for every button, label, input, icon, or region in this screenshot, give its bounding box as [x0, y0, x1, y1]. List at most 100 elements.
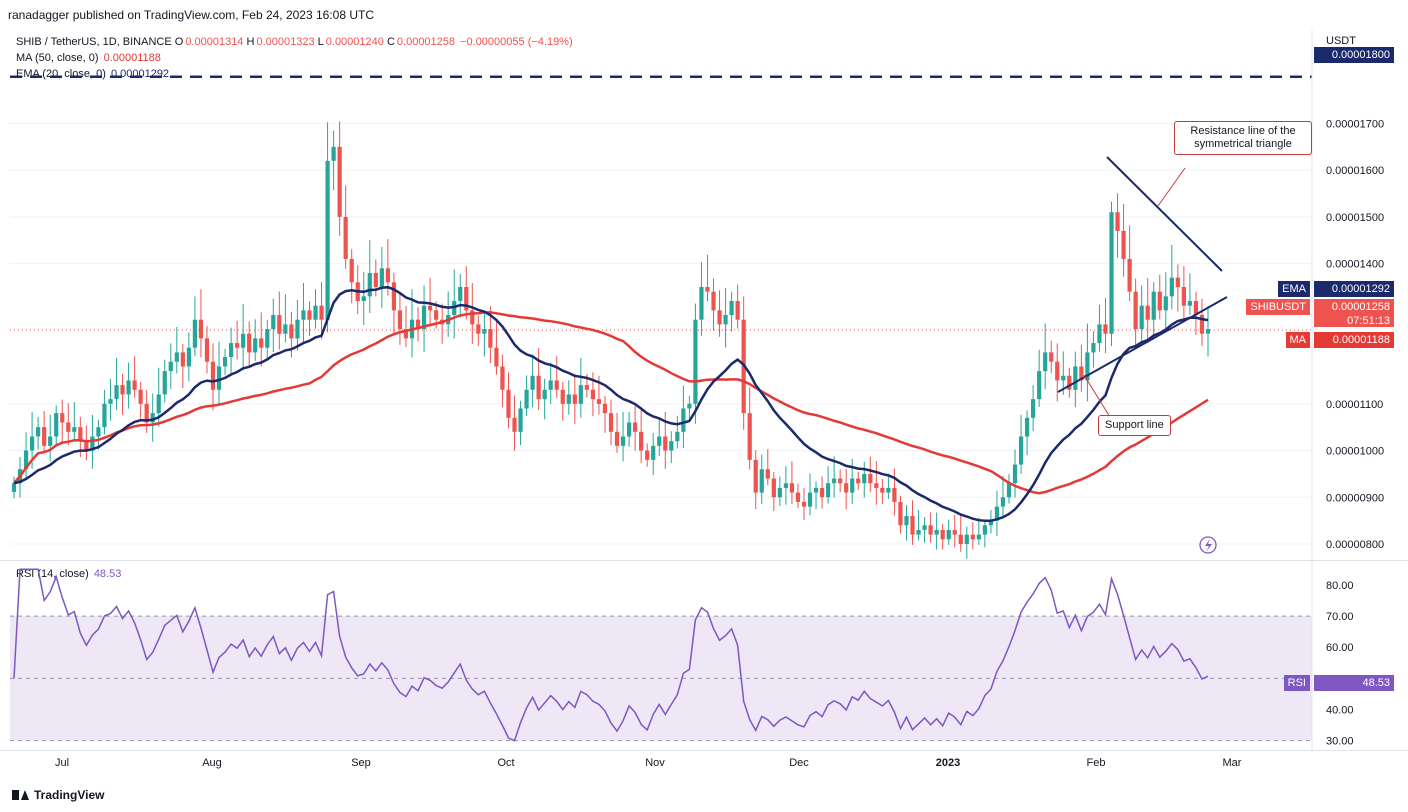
y-tick-label: 0.00000900 — [1326, 492, 1384, 504]
candle — [675, 415, 680, 449]
candle — [916, 510, 921, 541]
candle — [283, 294, 288, 343]
candle — [168, 343, 173, 390]
price-chart[interactable]: USDT 0.00001700 0.00001600 0.00001500 0.0000… — [0, 30, 1408, 560]
candle — [415, 307, 421, 342]
candle — [452, 269, 457, 339]
candle — [1121, 204, 1126, 277]
candle — [711, 278, 716, 331]
resistance-pointer — [1157, 167, 1186, 207]
ma-price-tag: MA 0.00001188 — [1285, 332, 1394, 348]
candle — [633, 406, 638, 451]
candle — [1157, 274, 1162, 320]
candle — [367, 240, 372, 314]
candle — [331, 130, 336, 191]
resistance-annotation: Resistance line of the symmetrical trian… — [1174, 121, 1312, 155]
candle — [349, 249, 354, 304]
candle — [868, 456, 873, 493]
candle — [506, 372, 511, 429]
close-value: 0.00001258 — [396, 36, 456, 48]
ema-tag-value: 0.00001292 — [1331, 283, 1390, 295]
candle — [235, 320, 240, 360]
rsi-legend: RSI (14, close) 48.53 — [16, 568, 121, 580]
candle — [608, 399, 614, 445]
candle — [42, 410, 47, 453]
candle — [48, 414, 53, 462]
candle — [102, 389, 107, 435]
candle — [940, 524, 945, 550]
rsi-chart[interactable]: 80.00 70.00 60.00 40.00 30.00 — [0, 560, 1408, 750]
candle — [241, 303, 246, 370]
candle — [681, 385, 686, 448]
candle — [572, 374, 577, 424]
candle — [892, 468, 897, 516]
candle — [777, 476, 782, 507]
candle — [476, 315, 481, 346]
candle — [578, 357, 583, 418]
candle — [397, 293, 403, 345]
candle — [934, 512, 939, 550]
candle — [361, 272, 366, 326]
candle — [1133, 278, 1138, 349]
candle — [765, 449, 770, 486]
top-level-tag: 0.00001800 — [1314, 47, 1394, 63]
candle — [66, 403, 71, 445]
candle — [222, 348, 228, 375]
open-value: 0.00001314 — [185, 36, 244, 48]
last-price-value: 0.00001258 — [1331, 301, 1390, 313]
candle — [783, 466, 788, 505]
candle — [657, 417, 662, 456]
candle — [355, 265, 360, 314]
x-tick-label: Aug — [202, 757, 222, 769]
x-tick-label: Mar — [1223, 757, 1242, 769]
candle — [723, 287, 728, 348]
x-tick-label: Oct — [497, 757, 514, 769]
candle — [1109, 201, 1114, 346]
candle — [1085, 323, 1090, 402]
candle — [874, 461, 879, 505]
candle — [1043, 323, 1048, 390]
candle — [192, 296, 198, 357]
candle — [228, 327, 234, 376]
candle — [687, 396, 692, 420]
time-axis[interactable]: Jul Aug Sep Oct Nov Dec 2023 Feb Mar — [0, 750, 1408, 780]
candle — [440, 303, 445, 344]
resistance-trendline — [1106, 156, 1223, 272]
lightning-icon[interactable] — [1199, 536, 1217, 554]
high-label: H — [246, 36, 255, 48]
candle — [379, 246, 384, 308]
candle — [1024, 410, 1030, 456]
rsi-tick-label: 40.00 — [1326, 705, 1354, 717]
ma-tag-value: 0.00001188 — [1332, 334, 1390, 346]
support-annotation: Support line — [1098, 415, 1171, 436]
candle — [844, 468, 849, 510]
candle — [1169, 244, 1174, 310]
candle — [1151, 282, 1156, 336]
ma-legend-label: MA (50, close, 0) — [16, 52, 99, 64]
candle — [500, 354, 505, 408]
candle — [614, 412, 620, 453]
candle — [1055, 343, 1060, 402]
candle — [1187, 273, 1193, 315]
x-tick-label: Sep — [351, 757, 371, 769]
candle — [174, 326, 179, 374]
rsi-tag-name: RSI — [1283, 675, 1310, 691]
candle — [1127, 225, 1132, 302]
candle — [1097, 304, 1102, 352]
symbol-legend: SHIB / TetherUS, 1D, BINANCE O 0.00001314… — [16, 36, 573, 48]
support-trendline — [1057, 296, 1228, 393]
candle — [928, 512, 933, 543]
rsi-tick-label: 70.00 — [1326, 611, 1354, 623]
candle — [391, 272, 397, 335]
candle — [247, 321, 252, 368]
candle — [952, 514, 957, 548]
candle — [72, 402, 77, 440]
rsi-legend-label: RSI (14, close) — [16, 568, 89, 580]
candle — [1175, 264, 1180, 312]
candle — [735, 284, 740, 329]
candle — [626, 412, 632, 447]
candle — [253, 319, 258, 361]
candle — [108, 378, 113, 421]
candle — [759, 454, 764, 505]
publisher-line: ranadagger published on TradingView.com,… — [8, 8, 375, 22]
